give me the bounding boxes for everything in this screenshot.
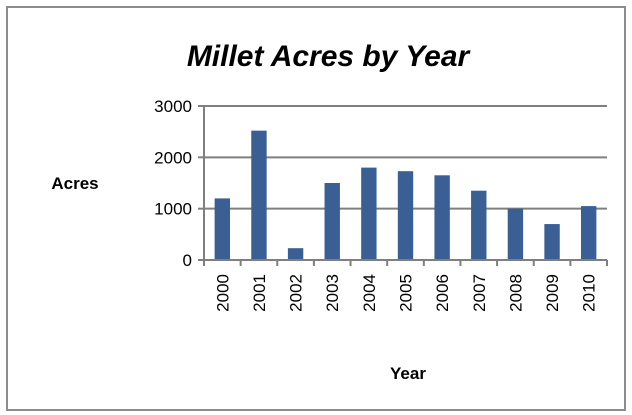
x-tick-label: 2010 [580,274,599,312]
x-tick-label: 2000 [213,274,232,312]
x-tick-label: 2007 [470,274,489,312]
bar-2006 [434,175,450,260]
y-tick-label: 1000 [154,200,192,219]
x-axis-title: Year [390,364,426,383]
x-tick-labels: 2000 2001 2002 2003 2004 2005 2006 2007 2008 2009… [213,274,598,312]
y-tick-label: 2000 [154,148,192,167]
bar-2010 [580,206,597,260]
chart-frame: Millet Acres by Year Acres Year 0 1000 200… [6,6,626,411]
y-axis-title: Acres [51,174,98,193]
bar-2003 [324,183,340,260]
x-tick-label: 2005 [397,274,416,312]
bar-2002 [287,248,304,260]
bar-2007 [471,190,487,260]
bar-chart: Millet Acres by Year Acres Year 0 1000 200… [51,40,608,383]
x-tick-label: 2004 [360,274,379,312]
x-tick-label: 2006 [433,274,452,312]
y-tick-label: 3000 [154,97,192,116]
y-tick-label: 0 [183,251,192,270]
bar-2008 [507,208,524,260]
x-tick-label: 2002 [287,274,306,312]
x-tick-label: 2008 [506,274,525,312]
y-tick-labels: 0 1000 2000 3000 [154,97,192,270]
x-tick-label: 2009 [543,274,562,312]
bar-2009 [544,224,560,260]
bar-2005 [397,171,414,260]
x-tick-label: 2003 [323,274,342,312]
chart-title: Millet Acres by Year [187,40,472,73]
x-tick-label: 2001 [250,274,269,312]
bar-2001 [251,130,267,260]
bars [214,130,597,260]
bar-2000 [214,198,231,260]
axes [198,105,608,266]
bar-2004 [361,167,377,260]
